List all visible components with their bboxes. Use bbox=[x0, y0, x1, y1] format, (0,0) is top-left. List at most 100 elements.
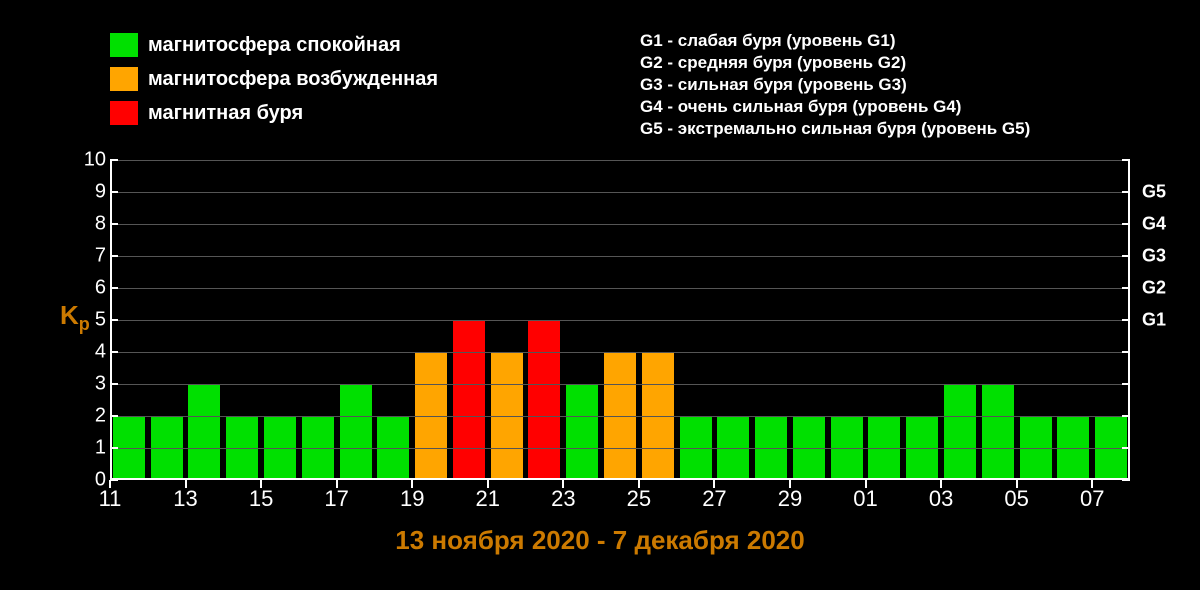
legend-swatch-calm bbox=[110, 33, 138, 57]
x-tick-label: 13 bbox=[173, 486, 197, 512]
gridline bbox=[110, 224, 1130, 225]
gridline bbox=[110, 160, 1130, 161]
legend-right-line: G4 - очень сильная буря (уровень G4) bbox=[640, 96, 1030, 118]
y-tick-label: 5 bbox=[76, 309, 106, 332]
x-tick-mark bbox=[411, 480, 413, 488]
legend-left: магнитосфера спокойная магнитосфера возб… bbox=[110, 30, 438, 132]
x-tick-label: 25 bbox=[627, 486, 651, 512]
x-tick-mark bbox=[789, 480, 791, 488]
x-axis-labels: 1113151719212325272901030507 bbox=[110, 486, 1130, 516]
legend-swatch-storm bbox=[110, 101, 138, 125]
x-tick-mark bbox=[487, 480, 489, 488]
y-tick-label: 1 bbox=[76, 437, 106, 460]
bar bbox=[188, 384, 220, 480]
y-tick-mark-right bbox=[1122, 223, 1130, 225]
y-tick-mark-right bbox=[1122, 351, 1130, 353]
legend-swatch-disturbed bbox=[110, 67, 138, 91]
y-tick-mark-right bbox=[1122, 255, 1130, 257]
x-tick-label: 03 bbox=[929, 486, 953, 512]
g-level-label: G2 bbox=[1142, 278, 1166, 299]
y-tick-mark bbox=[110, 351, 118, 353]
x-tick-label: 11 bbox=[99, 486, 122, 512]
y-tick-mark-right bbox=[1122, 319, 1130, 321]
x-tick-label: 23 bbox=[551, 486, 575, 512]
x-tick-mark bbox=[336, 480, 338, 488]
bar bbox=[566, 384, 598, 480]
y-tick-label: 3 bbox=[76, 373, 106, 396]
y-tick-mark-right bbox=[1122, 159, 1130, 161]
page: магнитосфера спокойная магнитосфера возб… bbox=[0, 0, 1200, 590]
y-tick-mark bbox=[110, 223, 118, 225]
x-tick-label: 27 bbox=[702, 486, 726, 512]
x-tick-mark bbox=[1091, 480, 1093, 488]
gridline bbox=[110, 448, 1130, 449]
x-tick-mark bbox=[638, 480, 640, 488]
x-tick-label: 05 bbox=[1004, 486, 1028, 512]
legend-label: магнитная буря bbox=[148, 102, 303, 125]
x-tick-label: 01 bbox=[853, 486, 877, 512]
y-tick-mark bbox=[110, 287, 118, 289]
x-tick-label: 15 bbox=[249, 486, 273, 512]
x-tick-label: 19 bbox=[400, 486, 424, 512]
legend-label: магнитосфера возбужденная bbox=[148, 68, 438, 91]
legend-right-line: G1 - слабая буря (уровень G1) bbox=[640, 30, 1030, 52]
gridline bbox=[110, 192, 1130, 193]
y-tick-mark bbox=[110, 479, 118, 481]
x-tick-mark bbox=[865, 480, 867, 488]
y-tick-label: 9 bbox=[76, 181, 106, 204]
x-tick-label: 21 bbox=[476, 486, 500, 512]
gridline bbox=[110, 384, 1130, 385]
x-tick-mark bbox=[1016, 480, 1018, 488]
g-level-label: G5 bbox=[1142, 182, 1166, 203]
legend-item: магнитосфера возбужденная bbox=[110, 64, 438, 94]
g-level-label: G1 bbox=[1142, 310, 1166, 331]
y-tick-mark-right bbox=[1122, 383, 1130, 385]
legend-item: магнитная буря bbox=[110, 98, 438, 128]
legend-item: магнитосфера спокойная bbox=[110, 30, 438, 60]
x-tick-mark bbox=[713, 480, 715, 488]
x-tick-mark bbox=[940, 480, 942, 488]
gridline bbox=[110, 352, 1130, 353]
x-tick-mark bbox=[185, 480, 187, 488]
y-tick-mark bbox=[110, 191, 118, 193]
bar bbox=[528, 320, 560, 480]
x-tick-label: 07 bbox=[1080, 486, 1104, 512]
bar bbox=[944, 384, 976, 480]
y-tick-label: 7 bbox=[76, 245, 106, 268]
y-tick-label: 4 bbox=[76, 341, 106, 364]
y-tick-mark bbox=[110, 415, 118, 417]
chart-caption: 13 ноября 2020 - 7 декабря 2020 bbox=[0, 525, 1200, 556]
y-tick-mark bbox=[110, 159, 118, 161]
gridline bbox=[110, 256, 1130, 257]
x-tick-label: 29 bbox=[778, 486, 802, 512]
y-tick-label: 6 bbox=[76, 277, 106, 300]
gridline bbox=[110, 416, 1130, 417]
legend-label: магнитосфера спокойная bbox=[148, 34, 401, 57]
g-level-label: G4 bbox=[1142, 214, 1166, 235]
gridline bbox=[110, 288, 1130, 289]
y-tick-mark-right bbox=[1122, 447, 1130, 449]
gridline bbox=[110, 320, 1130, 321]
y-tick-mark-right bbox=[1122, 415, 1130, 417]
legend-right-line: G3 - сильная буря (уровень G3) bbox=[640, 74, 1030, 96]
y-tick-mark bbox=[110, 383, 118, 385]
bar bbox=[982, 384, 1014, 480]
y-tick-mark bbox=[110, 319, 118, 321]
y-tick-mark-right bbox=[1122, 479, 1130, 481]
legend-right: G1 - слабая буря (уровень G1) G2 - средн… bbox=[640, 30, 1030, 140]
legend-right-line: G2 - средняя буря (уровень G2) bbox=[640, 52, 1030, 74]
x-tick-label: 17 bbox=[324, 486, 348, 512]
legend-right-line: G5 - экстремально сильная буря (уровень … bbox=[640, 118, 1030, 140]
y-tick-mark bbox=[110, 447, 118, 449]
y-tick-label: 10 bbox=[76, 149, 106, 172]
x-tick-mark bbox=[562, 480, 564, 488]
y-tick-mark-right bbox=[1122, 191, 1130, 193]
y-tick-label: 2 bbox=[76, 405, 106, 428]
y-tick-mark-right bbox=[1122, 287, 1130, 289]
x-tick-mark bbox=[260, 480, 262, 488]
bar bbox=[453, 320, 485, 480]
y-tick-label: 8 bbox=[76, 213, 106, 236]
y-tick-mark bbox=[110, 255, 118, 257]
bar bbox=[340, 384, 372, 480]
x-tick-mark bbox=[109, 480, 111, 488]
